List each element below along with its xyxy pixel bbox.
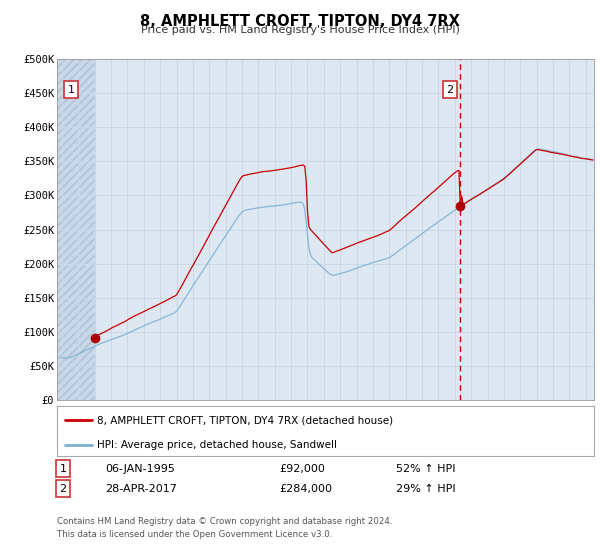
Text: 28-APR-2017: 28-APR-2017 bbox=[105, 484, 177, 494]
Text: 29% ↑ HPI: 29% ↑ HPI bbox=[396, 484, 455, 494]
Text: Price paid vs. HM Land Registry's House Price Index (HPI): Price paid vs. HM Land Registry's House … bbox=[140, 25, 460, 35]
Text: 1: 1 bbox=[67, 85, 74, 95]
Text: 2: 2 bbox=[446, 85, 454, 95]
Text: HPI: Average price, detached house, Sandwell: HPI: Average price, detached house, Sand… bbox=[97, 440, 337, 450]
Text: 06-JAN-1995: 06-JAN-1995 bbox=[105, 464, 175, 474]
Bar bbox=[57, 59, 95, 400]
Bar bbox=[57, 59, 95, 400]
Text: £284,000: £284,000 bbox=[279, 484, 332, 494]
Text: This data is licensed under the Open Government Licence v3.0.: This data is licensed under the Open Gov… bbox=[57, 530, 332, 539]
Text: 8, AMPHLETT CROFT, TIPTON, DY4 7RX (detached house): 8, AMPHLETT CROFT, TIPTON, DY4 7RX (deta… bbox=[97, 415, 394, 425]
Text: 2: 2 bbox=[59, 484, 67, 494]
Text: 1: 1 bbox=[59, 464, 67, 474]
Text: £92,000: £92,000 bbox=[279, 464, 325, 474]
Text: Contains HM Land Registry data © Crown copyright and database right 2024.: Contains HM Land Registry data © Crown c… bbox=[57, 517, 392, 526]
Text: 8, AMPHLETT CROFT, TIPTON, DY4 7RX: 8, AMPHLETT CROFT, TIPTON, DY4 7RX bbox=[140, 14, 460, 29]
Text: 52% ↑ HPI: 52% ↑ HPI bbox=[396, 464, 455, 474]
